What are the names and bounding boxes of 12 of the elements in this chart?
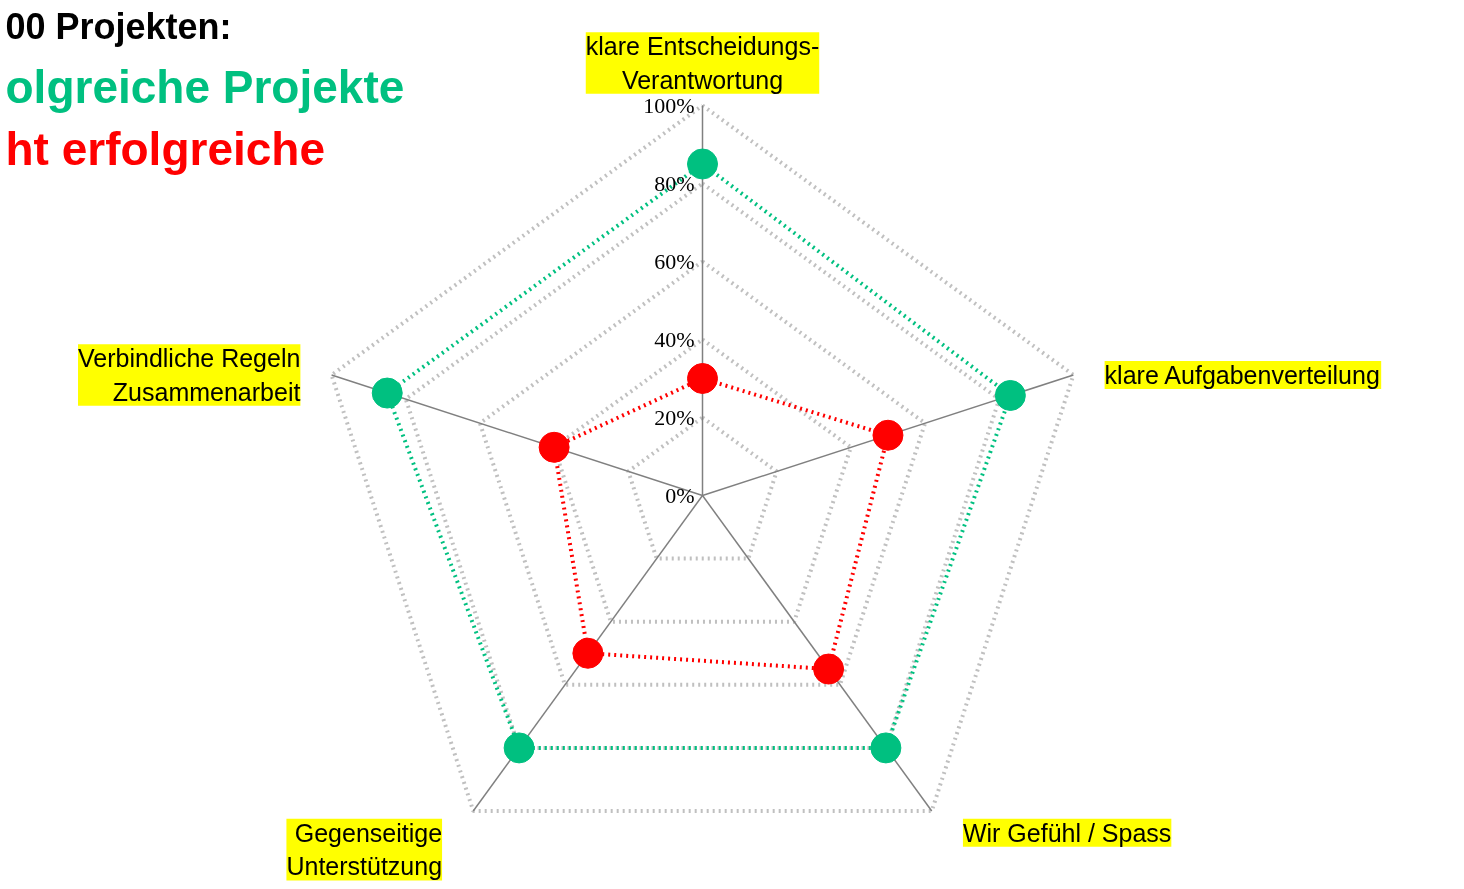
y-tick-label: 20% [654,405,695,430]
chart-title: 00 Projekten: [5,5,232,47]
y-tick-label: 60% [654,249,695,274]
y-tick-label: 0% [665,483,695,508]
spoke-label: klare Entscheidungs- Verantwortung [585,32,820,94]
spoke-label: klare Aufgabenverteilung [1104,360,1380,389]
spoke-label: Gegenseitige Unterstützung [286,818,443,881]
y-tick-label: 100% [643,93,695,118]
y-tick-label: 40% [654,327,695,352]
text: olgreiche Projekte [5,60,405,113]
text: ht erfolgreiche [5,122,326,175]
spoke-label: Wir Gefühl / Spass [962,818,1172,847]
